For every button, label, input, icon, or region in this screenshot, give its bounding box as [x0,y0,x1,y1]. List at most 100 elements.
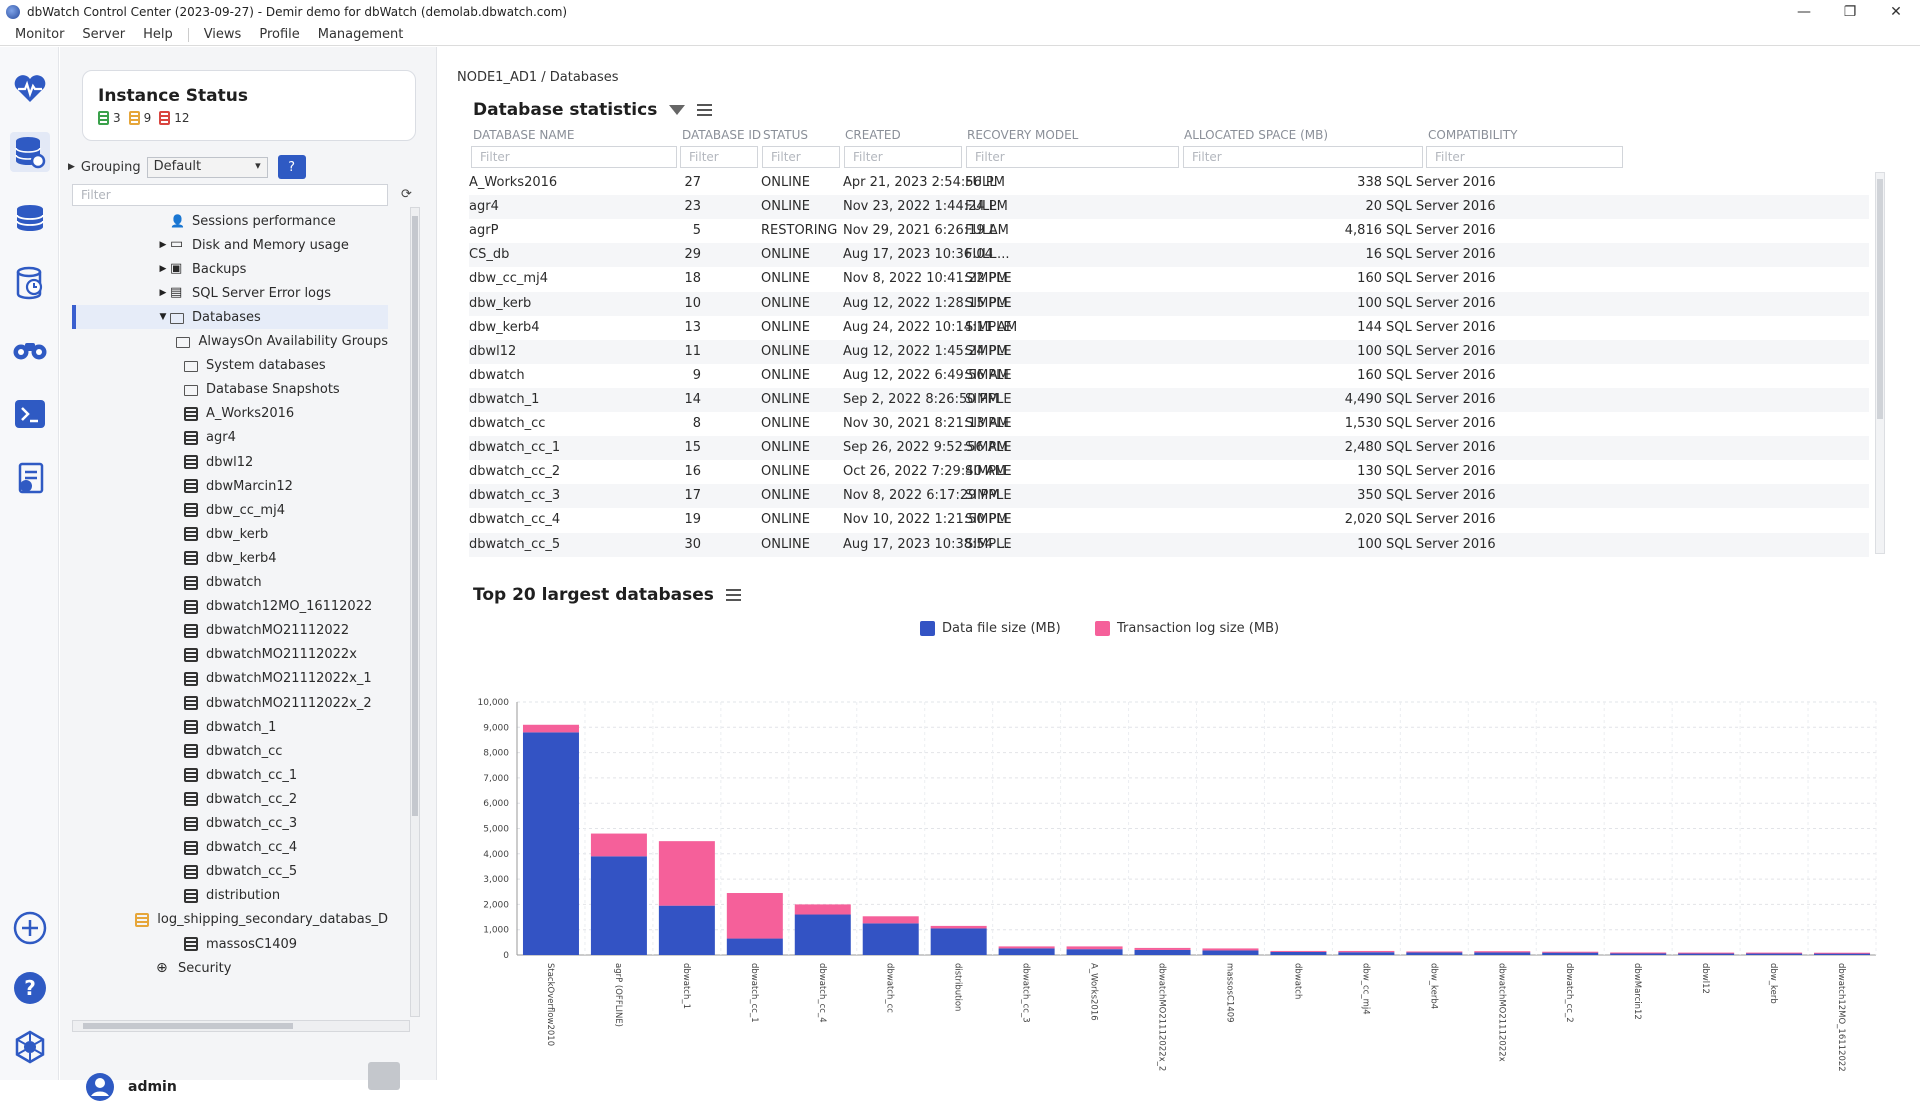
bar-transaction-log-size[interactable] [658,841,715,906]
table-row[interactable]: A_Works2016 27 ONLINE Apr 21, 2023 2:54:56 … [469,171,1869,195]
bar-data-file-size[interactable] [1134,949,1191,955]
legend-transaction-log[interactable]: Transaction log size (MB) [1095,621,1279,636]
bar-data-file-size[interactable] [726,938,783,955]
tree-vertical-scroll-thumb[interactable] [412,216,418,816]
table-row[interactable]: dbwatch 9 ONLINE Aug 12, 2022 6:49:56 AM SIM… [469,364,1869,388]
bar-transaction-log-size[interactable] [1746,952,1803,954]
expand-arrow-icon[interactable]: ▼ [159,312,167,323]
table-row[interactable]: dbwl12 11 ONLINE Aug 12, 2022 1:45:24 PM SIM… [469,339,1869,364]
expand-arrow-icon[interactable]: ▶ [159,264,167,275]
tree-node-dbwatchmo21112022[interactable]: dbwatchMO21112022 [72,619,388,643]
restore-button[interactable]: ❐ [1843,4,1857,20]
database-clock-icon[interactable] [10,263,50,303]
bar-data-file-size[interactable] [1270,951,1327,955]
tree-node-agr4[interactable]: agr4 [72,426,388,450]
menu-server[interactable]: Server [82,27,126,42]
tree-node-dbwatch-cc-1[interactable]: dbwatch_cc_1 [72,763,388,787]
bar-transaction-log-size[interactable] [998,946,1055,949]
table-row[interactable]: CS_db 29 ONLINE Aug 17, 2023 10:36:04 ... FU… [469,243,1869,268]
column-filter-input[interactable]: Filter [1426,146,1623,168]
bar-data-file-size[interactable] [658,905,715,955]
database-settings-icon[interactable] [10,132,50,172]
tree-node-dbwmarcin12[interactable]: dbwMarcin12 [72,474,388,498]
bar-data-file-size[interactable] [522,732,579,955]
legend-data-file[interactable]: Data file size (MB) [920,621,1061,636]
tree-node-databases[interactable]: ▼ Databases [72,305,388,330]
table-row[interactable]: dbwatch_cc_2 16 ONLINE Oct 26, 2022 7:29:40… [469,460,1869,484]
table-row[interactable]: dbwatch_cc_5 30 ONLINE Aug 17, 2023 10:38:5… [469,532,1869,557]
menu-management[interactable]: Management [317,27,404,42]
bar-data-file-size[interactable] [1202,950,1259,955]
bar-transaction-log-size[interactable] [930,925,987,929]
tree-vertical-scrollbar[interactable] [410,207,420,1017]
column-header-recovery-model[interactable]: RECOVERY MODEL [967,128,1079,142]
tree-node-dbwatch-1[interactable]: dbwatch_1 [72,715,388,739]
table-row[interactable]: agr4 23 ONLINE Nov 23, 2022 1:44:24 PM FULL 2… [469,195,1869,220]
bar-data-file-size[interactable] [1678,953,1735,955]
add-icon[interactable] [10,908,50,948]
column-filter-input[interactable]: Filter [844,146,962,168]
tree-node-dbwatchmo21112022x[interactable]: dbwatchMO21112022x [72,643,388,667]
filter-funnel-icon[interactable] [669,105,686,115]
table-row[interactable]: agrP 5 RESTORING Nov 29, 2021 6:26:19 AM FUL… [469,219,1869,243]
tree-node-disk-and-memory-usage[interactable]: ▶ ▭ Disk and Memory usage [72,233,388,257]
tree-node-backups[interactable]: ▶ ▣ Backups [72,257,388,281]
bar-transaction-log-size[interactable] [1406,951,1463,953]
tree-node-a-works2016[interactable]: A_Works2016 [72,402,388,426]
bar-transaction-log-size[interactable] [1066,946,1123,950]
tree-horizontal-scroll-thumb[interactable] [83,1023,293,1029]
tree-node-alwayson-availability-groups[interactable]: AlwaysOn Availability Groups [72,330,388,354]
column-header-compatibility[interactable]: COMPATIBILITY [1428,128,1518,142]
table-row[interactable]: dbw_kerb 10 ONLINE Aug 12, 2022 1:28:15 PM S… [469,291,1869,316]
instance-status-card[interactable]: Instance Status 3 9 12 [82,70,416,141]
tree-node-log-shipping-secondary-databas-d[interactable]: log_shipping_secondary_databas_D [72,908,388,932]
menu-monitor[interactable]: Monitor [15,27,65,42]
tree-node-dbwatch-cc[interactable]: dbwatch_cc [72,739,388,763]
tree-node-dbwatchmo21112022x-1[interactable]: dbwatchMO21112022x_1 [72,667,388,691]
column-header-created[interactable]: CREATED [845,128,901,142]
grouping-help-button[interactable]: ? [277,155,306,179]
binoculars-icon[interactable] [10,329,50,369]
table-row[interactable]: dbw_cc_mj4 18 ONLINE Nov 8, 2022 10:41:22 P… [469,267,1869,291]
refresh-icon[interactable]: ⟳ [401,187,412,202]
table-scroll-thumb[interactable] [1877,179,1883,419]
tree-node-dbw-cc-mj4[interactable]: dbw_cc_mj4 [72,498,388,522]
column-filter-input[interactable]: Filter [762,146,840,168]
table-menu-icon[interactable] [697,104,713,116]
bar-transaction-log-size[interactable] [862,916,919,924]
column-filter-input[interactable]: Filter [680,146,758,168]
tree-node-security[interactable]: ⊕ Security [72,956,388,980]
expand-arrow-icon[interactable]: ▶ [159,288,167,299]
bar-transaction-log-size[interactable] [1678,952,1735,954]
tree-node-distribution[interactable]: distribution [72,884,388,908]
column-header-status[interactable]: STATUS [763,128,809,142]
user-info[interactable]: admin [85,1072,177,1102]
bar-data-file-size[interactable] [930,928,987,955]
table-row[interactable]: dbwatch_cc 8 ONLINE Nov 30, 2021 8:21:13 AM… [469,412,1869,436]
bar-transaction-log-size[interactable] [1814,952,1871,954]
bar-data-file-size[interactable] [1610,952,1667,955]
column-filter-input[interactable]: Filter [966,146,1179,168]
tree-node-massosc1409[interactable]: massosC1409 [72,932,388,956]
table-row[interactable]: dbwatch_1 14 ONLINE Sep 2, 2022 8:26:50 PM S… [469,387,1869,412]
chart-menu-icon[interactable] [725,589,741,601]
tree-node-dbwatch[interactable]: dbwatch [72,571,388,595]
bar-data-file-size[interactable] [590,856,647,955]
tree-node-dbwatch-cc-2[interactable]: dbwatch_cc_2 [72,787,388,811]
close-button[interactable]: ✕ [1890,4,1902,20]
menu-views[interactable]: Views [203,27,242,42]
tree-node-system-databases[interactable]: System databases [72,354,388,378]
minimize-button[interactable]: — [1797,4,1811,20]
menu-profile[interactable]: Profile [259,27,300,42]
bar-transaction-log-size[interactable] [1542,951,1599,953]
tree-node-database-snapshots[interactable]: Database Snapshots [72,378,388,402]
bar-data-file-size[interactable] [1746,953,1803,955]
tree-filter-input[interactable]: Filter [72,184,388,206]
bar-transaction-log-size[interactable] [1474,951,1531,953]
bar-data-file-size[interactable] [1406,952,1463,955]
bar-data-file-size[interactable] [998,948,1055,955]
terminal-icon[interactable] [10,394,50,434]
bar-data-file-size[interactable] [1066,949,1123,955]
tree-node-sessions-performance[interactable]: 👤 Sessions performance [72,209,388,233]
tree-node-dbwatch-cc-3[interactable]: dbwatch_cc_3 [72,812,388,836]
